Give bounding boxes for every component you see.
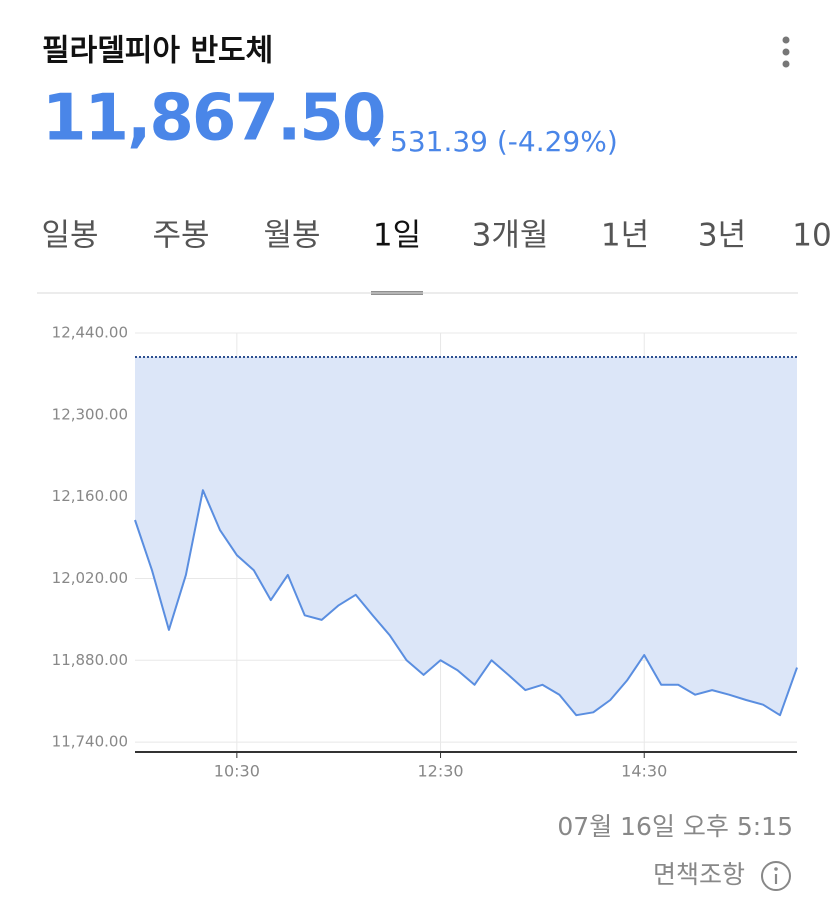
y-tick-label: 12,440.00 — [52, 324, 128, 342]
tab[interactable]: 일봉 — [41, 218, 98, 254]
tab[interactable]: 1년 — [601, 218, 649, 254]
tab[interactable]: 월봉 — [263, 218, 320, 254]
info-icon[interactable] — [761, 861, 791, 891]
tab[interactable]: 10 — [792, 218, 831, 254]
tab[interactable]: 3년 — [698, 218, 746, 254]
area — [135, 357, 797, 716]
down-arrow — [367, 138, 381, 147]
y-tick-label: 11,880.00 — [52, 651, 128, 669]
title: 필라델피아 반도체 — [42, 34, 273, 69]
menu-button[interactable] — [782, 36, 790, 68]
y-tick-label: 12,020.00 — [52, 569, 128, 587]
y-tick-label: 11,740.00 — [52, 733, 128, 751]
y-tick-label: 12,160.00 — [52, 487, 128, 505]
tab[interactable]: 3개월 — [472, 218, 549, 254]
x-tick-label: 12:30 — [417, 762, 463, 781]
tab[interactable]: 1일 — [373, 218, 421, 254]
price-line — [134, 489, 798, 717]
x-tick-label: 14:30 — [621, 762, 667, 781]
x-tick-label: 10:30 — [214, 762, 260, 781]
y-tick-label: 12,300.00 — [52, 405, 128, 423]
price: 11,867.50 — [42, 82, 384, 156]
tab[interactable]: 주봉 — [152, 218, 209, 254]
timestamp: 07월 16일 오후 5:15 — [557, 812, 793, 841]
change: 531.39 (-4.29%) — [390, 125, 618, 158]
disclaimer[interactable]: 면책조항 — [653, 860, 745, 889]
